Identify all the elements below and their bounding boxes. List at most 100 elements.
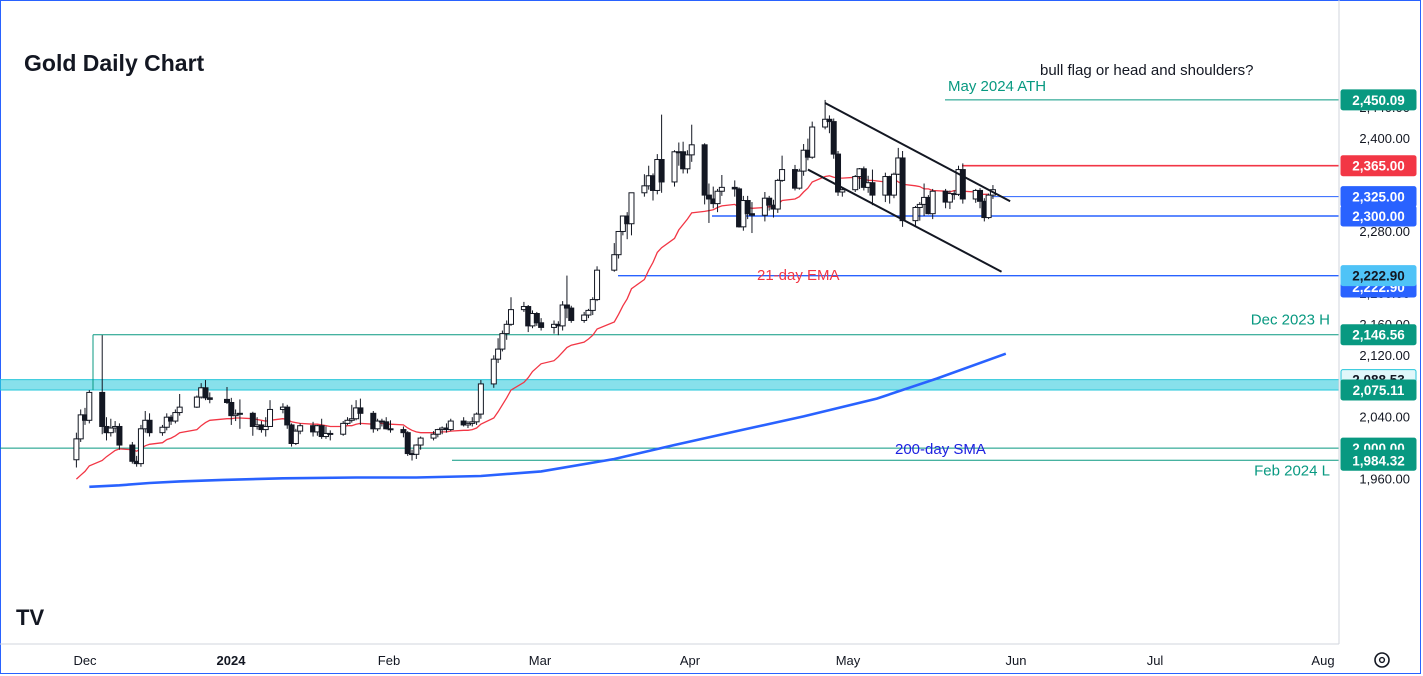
candle[interactable] <box>594 266 601 302</box>
candle[interactable] <box>822 99 829 130</box>
candle[interactable] <box>701 143 708 205</box>
tradingview-logo[interactable]: TV <box>16 605 44 630</box>
candle[interactable] <box>985 193 992 220</box>
candle[interactable] <box>684 150 691 174</box>
candle[interactable] <box>146 413 153 437</box>
candle[interactable] <box>267 400 274 427</box>
candle[interactable] <box>796 168 803 190</box>
candle[interactable] <box>766 195 773 211</box>
gear-icon[interactable] <box>1374 652 1390 668</box>
candle[interactable] <box>830 118 837 159</box>
candle[interactable] <box>202 380 209 401</box>
candle[interactable] <box>744 195 751 220</box>
candle[interactable] <box>628 192 635 236</box>
candle[interactable] <box>176 393 183 416</box>
candle[interactable] <box>374 418 381 432</box>
candle[interactable] <box>714 188 721 213</box>
candle[interactable] <box>163 413 170 431</box>
candle[interactable] <box>551 320 558 334</box>
candle[interactable] <box>946 190 953 210</box>
candle[interactable] <box>262 417 269 437</box>
candle[interactable] <box>718 174 725 196</box>
candle[interactable] <box>503 320 510 340</box>
candle[interactable] <box>641 174 648 197</box>
candle[interactable] <box>563 275 570 319</box>
candle[interactable] <box>327 430 334 441</box>
candle[interactable] <box>581 311 588 323</box>
candle[interactable] <box>809 121 816 159</box>
candle[interactable] <box>800 144 807 176</box>
candle[interactable] <box>400 426 407 438</box>
candle[interactable] <box>297 423 304 435</box>
candle[interactable] <box>507 297 514 326</box>
candle[interactable] <box>206 392 213 404</box>
candle[interactable] <box>383 417 390 430</box>
candle[interactable] <box>839 187 846 197</box>
candle[interactable] <box>413 444 420 459</box>
candle[interactable] <box>615 230 622 259</box>
candle[interactable] <box>533 311 540 326</box>
candle[interactable] <box>318 418 325 439</box>
candle[interactable] <box>899 151 906 227</box>
candle[interactable] <box>348 404 355 423</box>
candle[interactable] <box>977 188 984 209</box>
candle[interactable] <box>322 426 329 439</box>
candle[interactable] <box>538 318 545 331</box>
candle[interactable] <box>344 417 351 425</box>
candle[interactable] <box>912 205 919 227</box>
candle[interactable] <box>99 335 106 435</box>
candle[interactable] <box>761 192 768 222</box>
candle[interactable] <box>387 420 394 433</box>
candle[interactable] <box>404 431 411 456</box>
candle[interactable] <box>890 172 897 199</box>
settings-button[interactable] <box>1374 652 1390 668</box>
candle[interactable] <box>959 163 966 204</box>
candle[interactable] <box>499 330 506 352</box>
candle[interactable] <box>137 424 144 467</box>
candle[interactable] <box>748 202 755 234</box>
candle[interactable] <box>731 180 738 197</box>
candle[interactable] <box>473 412 480 425</box>
candle[interactable] <box>559 301 566 331</box>
candle[interactable] <box>658 114 665 193</box>
candle[interactable] <box>490 355 497 388</box>
candle[interactable] <box>495 338 502 364</box>
candle[interactable] <box>236 399 243 429</box>
candle[interactable] <box>284 404 291 429</box>
candle[interactable] <box>611 243 618 272</box>
candle[interactable] <box>357 398 364 425</box>
candle[interactable] <box>469 417 476 427</box>
candle[interactable] <box>434 428 441 438</box>
candle[interactable] <box>779 155 786 182</box>
candle[interactable] <box>464 421 471 429</box>
candle[interactable] <box>869 169 876 206</box>
candle[interactable] <box>417 436 424 450</box>
candle[interactable] <box>589 297 596 316</box>
candle[interactable] <box>86 390 93 424</box>
candle[interactable] <box>249 411 256 436</box>
candle[interactable] <box>688 124 695 162</box>
candle[interactable] <box>852 174 859 193</box>
candle[interactable] <box>116 423 123 450</box>
candle[interactable] <box>585 308 592 319</box>
candle[interactable] <box>774 178 781 213</box>
candle[interactable] <box>172 409 179 424</box>
candle[interactable] <box>107 418 114 437</box>
candle[interactable] <box>232 409 239 422</box>
candle[interactable] <box>671 150 678 187</box>
candle[interactable] <box>223 387 230 405</box>
candle[interactable] <box>860 166 867 191</box>
candle[interactable] <box>228 397 235 425</box>
candle[interactable] <box>929 188 936 220</box>
candle[interactable] <box>159 424 166 436</box>
candle[interactable] <box>77 409 84 442</box>
candle[interactable] <box>73 432 80 468</box>
candle[interactable] <box>826 115 833 134</box>
candle[interactable] <box>447 418 454 432</box>
candle[interactable] <box>477 380 484 419</box>
candle[interactable] <box>430 431 437 441</box>
candle[interactable] <box>916 202 923 221</box>
candle[interactable] <box>835 151 842 196</box>
candle[interactable] <box>705 183 712 223</box>
